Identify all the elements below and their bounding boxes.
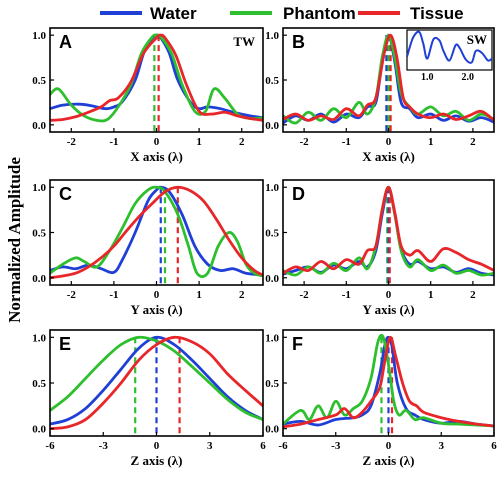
x-tick-label: -1 [342, 136, 351, 148]
y-tick-label: 1.0 [32, 332, 46, 344]
annotation-label: TW [233, 34, 255, 49]
y-tick-label: 0.0 [32, 424, 46, 436]
x-axis-title: Y axis (λ) [130, 302, 182, 317]
plot-area [50, 33, 263, 132]
x-tick-label: -6 [278, 440, 288, 452]
panel-f: -6 -3 0 3 6 0.0 0.5 1.0 Z axis (λ) F [265, 329, 497, 468]
x-tick-label: 0 [386, 136, 392, 148]
panel-letter: A [59, 32, 72, 52]
x-tick-label: 2 [239, 136, 245, 148]
x-tick-label: 0 [386, 289, 392, 301]
legend: Water Phantom Tissue [100, 4, 464, 23]
x-axis-title: X axis (λ) [130, 149, 183, 164]
x-tick-label: -6 [45, 440, 55, 452]
plot-area [50, 335, 263, 436]
x-tick-label: 0 [154, 136, 160, 148]
x-tick-label: -2 [67, 289, 77, 301]
y-tick-label: 0.5 [32, 378, 46, 390]
y-tick-label: 0.5 [32, 75, 46, 87]
x-axis-title: X axis (λ) [362, 149, 415, 164]
x-tick-label: 1 [196, 289, 202, 301]
inset-label: SW [467, 32, 487, 47]
series-line-phantom [283, 333, 494, 428]
series-line-tissue [283, 335, 494, 429]
plot-frame [49, 27, 264, 133]
series-line-tissue [283, 33, 494, 122]
inset-x-tick-label: 1.0 [421, 72, 434, 83]
x-tick-label: 2 [239, 289, 245, 301]
y-tick-label: 0.5 [32, 228, 46, 240]
y-tick-label: 0.0 [265, 424, 279, 436]
x-tick-label: 6 [260, 440, 266, 452]
x-tick-label: 0 [154, 289, 160, 301]
x-tick-label: 1 [196, 136, 202, 148]
y-tick-label: 0.0 [32, 273, 46, 285]
y-tick-label: 0.5 [265, 75, 279, 87]
x-tick-label: 3 [207, 440, 213, 452]
panel-e: -6 -3 0 3 6 0.0 0.5 1.0 Z axis (λ) E [32, 329, 266, 468]
y-tick-label: 1.0 [32, 30, 46, 42]
x-tick-label: 1 [428, 289, 434, 301]
plot-area [283, 333, 494, 436]
x-tick-label: 2 [470, 289, 476, 301]
series-line-tissue [283, 185, 494, 275]
series-line-tissue [50, 33, 263, 122]
legend-label-phantom: Phantom [283, 4, 356, 23]
panel-letter: E [59, 334, 71, 354]
legend-label-tissue: Tissue [410, 4, 464, 23]
y-tick-label: 1.0 [265, 30, 279, 42]
series-line-tissue [50, 185, 263, 280]
series-line-phantom [50, 335, 263, 421]
x-axis-title: Z axis (λ) [363, 453, 415, 468]
x-tick-label: -2 [300, 136, 310, 148]
y-tick-label: 1.0 [265, 182, 279, 194]
panel-c: -2 -1 0 1 2 0.0 0.5 1.0 Y axis (λ) C [32, 179, 264, 317]
y-tick-label: 0.0 [32, 120, 46, 132]
y-tick-label: 0.0 [265, 120, 279, 132]
x-tick-label: -3 [331, 440, 341, 452]
plot-area [283, 185, 494, 285]
panel-b: -2 -1 0 1 2 0.0 0.5 1.0 X axis (λ) B 1.0 2.0 SW [265, 27, 495, 164]
plot-area [50, 185, 263, 285]
panel-letter: B [292, 32, 305, 52]
panel-d: -2 -1 0 1 2 0.0 0.5 1.0 Y axis (λ) D [265, 179, 495, 317]
inset-x-tick-label: 2.0 [461, 72, 474, 83]
y-tick-label: 1.0 [265, 332, 279, 344]
x-tick-label: 3 [439, 440, 445, 452]
x-tick-label: -1 [109, 289, 118, 301]
x-tick-label: -2 [300, 289, 310, 301]
x-tick-label: 1 [428, 136, 434, 148]
x-axis-title: Y axis (λ) [362, 302, 414, 317]
x-tick-label: 2 [470, 136, 476, 148]
x-tick-label: 0 [154, 440, 160, 452]
plot-area [283, 33, 494, 132]
series-line-phantom [50, 33, 263, 123]
panels: -2 -1 0 1 2 0.0 0.5 1.0 X axis (λ) A TW -2 -1 0 1 2 0.0 0… [32, 27, 497, 468]
x-tick-label: -2 [67, 136, 77, 148]
x-tick-label: -1 [342, 289, 351, 301]
legend-label-water: Water [150, 4, 197, 23]
panel-letter: C [59, 184, 72, 204]
y-tick-label: 0.0 [265, 273, 279, 285]
x-tick-label: -1 [109, 136, 118, 148]
panel-letter: D [292, 184, 305, 204]
inset-chart: 1.0 2.0 SW [406, 29, 493, 83]
x-tick-label: -3 [99, 440, 109, 452]
x-axis-title: Z axis (λ) [131, 453, 183, 468]
y-axis-label: Normalized Amplitude [5, 157, 24, 323]
y-tick-label: 0.5 [265, 228, 279, 240]
panel-a: -2 -1 0 1 2 0.0 0.5 1.0 X axis (λ) A TW [32, 27, 264, 164]
inset-series-line [407, 30, 492, 64]
x-tick-label: 6 [491, 440, 497, 452]
panel-letter: F [292, 334, 303, 354]
y-tick-label: 0.5 [265, 378, 279, 390]
series-line-water [50, 335, 263, 426]
x-tick-label: 0 [386, 440, 392, 452]
y-tick-label: 1.0 [32, 182, 46, 194]
series-line-tissue [50, 335, 263, 431]
